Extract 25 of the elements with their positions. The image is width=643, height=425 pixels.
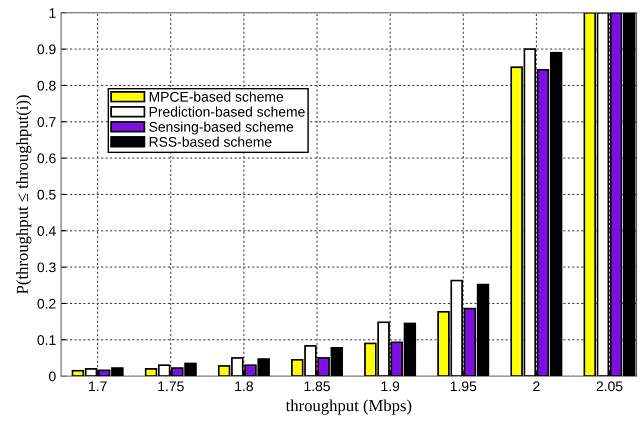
y-tick-label: 0.2 [37,298,56,309]
y-tick-label: 0.5 [37,190,56,200]
x-tick-label: 1.9 [382,381,400,392]
y-tick-label: 0.3 [37,262,56,272]
x-tick-label: 2 [533,381,540,392]
y-tick-label: 0.8 [37,80,56,91]
legend-label: MPCE-based scheme [150,92,284,102]
x-tick-label: 1.75 [158,381,184,392]
x-tick-label: 1.8 [235,381,253,392]
y-tick-label: 0.1 [37,335,56,345]
y-tick-label: 0 [49,371,56,382]
x-axis-title: throughput (Mbps) [286,399,412,415]
x-tick-label: 2.05 [596,381,622,392]
x-tick-label: 1.7 [89,381,107,392]
y-tick-label: 0.9 [37,44,56,54]
y-axis-title: P(throughput ≤ throughput(i)) [16,95,32,294]
y-tick-label: 0.6 [37,153,56,164]
y-tick-label: 0.4 [37,226,56,236]
x-tick-label: 1.85 [304,381,330,392]
legend-label: RSS-based scheme [150,136,272,147]
y-tick-label: 1 [50,8,56,18]
y-tick-label: 0.7 [37,117,56,127]
x-tick-label: 1.95 [450,381,476,392]
legend-label: Sensing-based scheme [149,122,294,135]
legend-label: Prediction-based scheme [150,106,305,117]
